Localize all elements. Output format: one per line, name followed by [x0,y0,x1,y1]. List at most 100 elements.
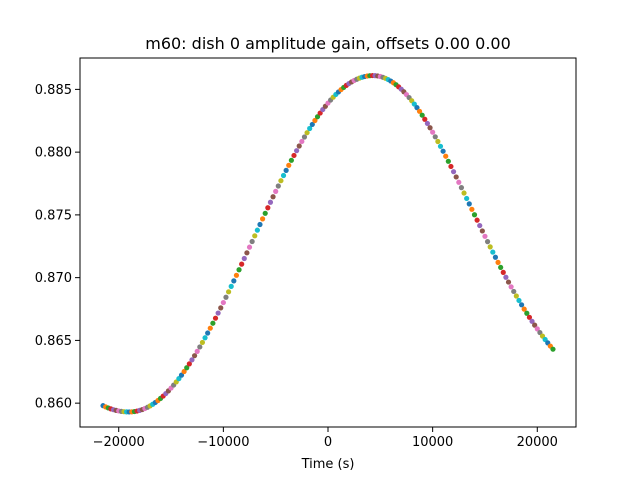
data-points [100,72,556,415]
y-tick-label: 0.870 [35,271,72,286]
data-point [458,185,465,191]
plot-frame [79,57,577,428]
data-point [191,353,198,359]
data-point [296,143,302,149]
data-point [424,120,431,127]
data-point [482,233,488,239]
data-point [283,167,289,173]
data-point [181,368,187,375]
data-point [518,302,525,308]
data-point [223,294,229,300]
data-point [189,357,195,363]
data-point [534,326,540,332]
data-point [205,330,211,336]
data-point [477,222,483,229]
x-axis-label: Time (s) [301,457,355,472]
data-point [513,293,519,299]
data-point [184,365,190,371]
data-point [228,283,234,289]
data-point [265,205,271,211]
data-point [278,178,284,184]
data-point [288,157,294,163]
data-point [249,238,255,245]
data-point [503,274,509,280]
data-point [500,269,506,275]
data-point [516,297,522,304]
data-point [469,206,475,212]
data-point [197,344,203,350]
data-point [236,267,242,273]
data-point [414,105,420,111]
data-point [453,174,459,180]
x-tick-label: −10000 [197,435,249,450]
data-point [437,143,444,149]
data-point [275,183,281,189]
x-tick-label: −20000 [93,435,145,450]
data-point [257,221,263,228]
data-point [304,130,310,136]
data-point [471,212,478,218]
data-point [244,250,250,256]
data-point [273,188,279,194]
x-axis-ticks: −20000 −10000 0 10000 20000 [93,427,558,450]
data-point [524,310,530,316]
data-point [210,320,216,326]
data-point [505,279,512,285]
data-point [220,299,226,306]
data-point [484,239,491,245]
data-point [416,108,423,114]
data-point [199,339,206,346]
data-point [202,335,208,341]
data-point [262,210,268,216]
data-point [270,194,276,200]
data-point [456,179,462,185]
x-tick-label: 20000 [517,435,558,450]
data-point [466,201,472,207]
y-tick-label: 0.880 [35,146,72,161]
x-tick-label: 10000 [412,435,453,450]
data-point [239,261,245,267]
data-point [246,244,253,250]
data-point [495,259,501,265]
y-axis-ticks: 0.860 0.865 0.870 0.875 0.880 0.885 [35,83,80,412]
data-point [448,163,454,170]
data-point [508,284,514,290]
y-tick-label: 0.885 [35,83,72,98]
data-point [252,233,258,239]
data-point [299,138,305,145]
data-point [286,162,292,168]
y-tick-label: 0.875 [35,208,72,223]
data-point [291,152,297,159]
data-point [461,190,467,196]
data-point [464,195,470,202]
data-point [490,249,496,255]
data-point [450,169,457,175]
data-point [440,148,446,154]
data-point [498,264,504,271]
data-point [207,325,213,331]
data-point [529,318,535,324]
data-point [233,272,240,278]
data-point [487,244,493,250]
data-point [254,227,260,233]
data-point [435,138,441,145]
data-point [511,288,517,295]
data-point [432,134,438,140]
data-point [194,348,200,354]
chart-title: m60: dish 0 amplitude gain, offsets 0.00… [145,34,511,53]
data-point [479,228,485,234]
data-point [212,315,219,321]
data-point [260,216,266,222]
data-point [419,112,425,118]
data-point [241,255,247,262]
data-point [430,129,436,135]
data-point [294,148,300,154]
data-point [301,134,308,140]
y-tick-label: 0.865 [35,334,72,349]
data-point [526,314,533,320]
data-point [215,310,221,316]
data-point [267,199,274,205]
data-point [445,158,451,164]
data-point [427,125,433,131]
